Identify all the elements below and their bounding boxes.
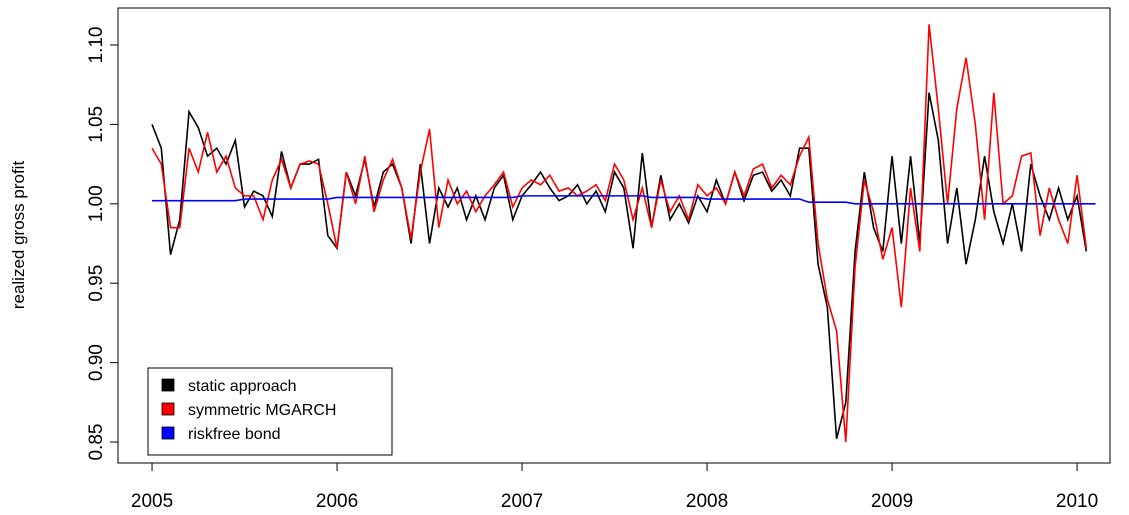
legend-swatch: [161, 402, 175, 416]
series-line: [151, 92, 1088, 440]
x-tick-label: 2005: [131, 491, 173, 512]
y-tick-label: 1.05: [86, 106, 107, 143]
y-tick-label: 0.90: [86, 344, 107, 381]
legend-label: riskfree bond: [188, 426, 281, 443]
y-axis-title: realized gross profit: [9, 161, 28, 310]
legend-swatch: [161, 426, 175, 440]
series-line: [151, 24, 1088, 443]
y-tick-label: 1.00: [86, 185, 107, 222]
x-tick-label: 2010: [1056, 491, 1098, 512]
legend-label: symmetric MGARCH: [188, 402, 336, 419]
y-tick-label: 1.10: [86, 27, 107, 64]
legend-label: static approach: [188, 378, 297, 395]
x-tick-label: 2009: [871, 491, 913, 512]
x-tick-label: 2007: [501, 491, 543, 512]
plot-frame: [117, 7, 1111, 464]
legend-box: [147, 367, 393, 456]
legend-swatch: [161, 378, 175, 392]
x-tick-label: 2008: [686, 491, 728, 512]
series-line: [152, 195, 1096, 205]
x-tick-label: 2006: [316, 491, 358, 512]
y-tick-label: 0.95: [86, 265, 107, 302]
y-tick-label: 0.85: [86, 424, 107, 461]
